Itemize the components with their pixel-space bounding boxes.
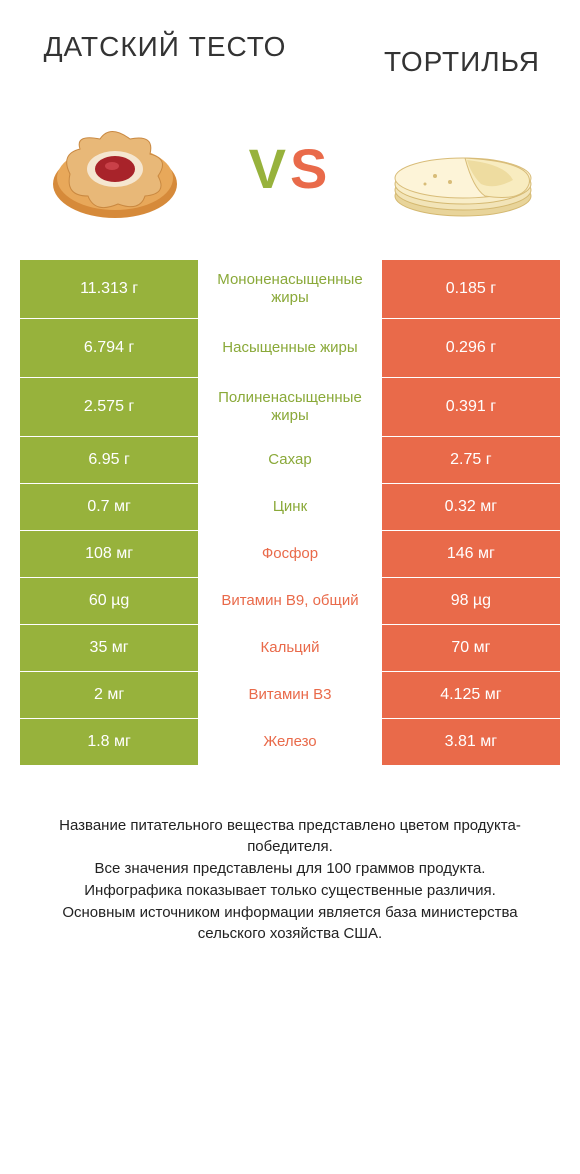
- nutrient-label: Железо: [198, 719, 382, 765]
- title-right: ТОРТИЛЬЯ: [290, 30, 540, 79]
- table-row: 60 µgВитамин B9, общий98 µg: [20, 577, 560, 624]
- value-right: 0.391 г: [382, 378, 560, 436]
- footer-line: Основным источником информации является …: [30, 902, 550, 946]
- value-right: 70 мг: [382, 625, 560, 671]
- table-row: 108 мгФосфор146 мг: [20, 530, 560, 577]
- nutrient-label: Фосфор: [198, 531, 382, 577]
- value-right: 2.75 г: [382, 437, 560, 483]
- value-right: 3.81 мг: [382, 719, 560, 765]
- table-row: 6.794 гНасыщенные жиры0.296 г: [20, 318, 560, 377]
- value-right: 0.296 г: [382, 319, 560, 377]
- table-row: 11.313 гМононенасыщенные жиры0.185 г: [20, 259, 560, 318]
- value-left: 6.794 г: [20, 319, 198, 377]
- nutrient-label: Полиненасыщенные жиры: [198, 378, 382, 436]
- value-left: 6.95 г: [20, 437, 198, 483]
- tortilla-icon: [380, 109, 550, 229]
- vs-row: VS: [0, 89, 580, 259]
- value-left: 60 µg: [20, 578, 198, 624]
- table-row: 0.7 мгЦинк0.32 мг: [20, 483, 560, 530]
- footer: Название питательного вещества представл…: [0, 765, 580, 966]
- footer-line: Название питательного вещества представл…: [30, 815, 550, 859]
- value-left: 108 мг: [20, 531, 198, 577]
- value-right: 0.185 г: [382, 260, 560, 318]
- table-row: 6.95 гСахар2.75 г: [20, 436, 560, 483]
- vs-label: VS: [249, 136, 332, 201]
- nutrient-label: Витамин B3: [198, 672, 382, 718]
- value-right: 0.32 мг: [382, 484, 560, 530]
- nutrient-label: Насыщенные жиры: [198, 319, 382, 377]
- title-left: ДАТСКИЙ ТЕСТО: [40, 30, 290, 64]
- nutrient-label: Витамин B9, общий: [198, 578, 382, 624]
- footer-line: Все значения представлены для 100 граммо…: [30, 858, 550, 880]
- value-right: 4.125 мг: [382, 672, 560, 718]
- value-left: 2 мг: [20, 672, 198, 718]
- nutrient-label: Цинк: [198, 484, 382, 530]
- table-row: 35 мгКальций70 мг: [20, 624, 560, 671]
- nutrient-label: Кальций: [198, 625, 382, 671]
- value-right: 98 µg: [382, 578, 560, 624]
- value-left: 1.8 мг: [20, 719, 198, 765]
- comparison-table: 11.313 гМононенасыщенные жиры0.185 г6.79…: [0, 259, 580, 765]
- table-row: 1.8 мгЖелезо3.81 мг: [20, 718, 560, 765]
- table-row: 2 мгВитамин B34.125 мг: [20, 671, 560, 718]
- table-row: 2.575 гПолиненасыщенные жиры0.391 г: [20, 377, 560, 436]
- footer-line: Инфографика показывает только существенн…: [30, 880, 550, 902]
- value-left: 0.7 мг: [20, 484, 198, 530]
- value-right: 146 мг: [382, 531, 560, 577]
- nutrient-label: Сахар: [198, 437, 382, 483]
- header: ДАТСКИЙ ТЕСТО ТОРТИЛЬЯ: [0, 0, 580, 89]
- value-left: 11.313 г: [20, 260, 198, 318]
- value-left: 2.575 г: [20, 378, 198, 436]
- nutrient-label: Мононенасыщенные жиры: [198, 260, 382, 318]
- danish-pastry-icon: [30, 109, 200, 229]
- value-left: 35 мг: [20, 625, 198, 671]
